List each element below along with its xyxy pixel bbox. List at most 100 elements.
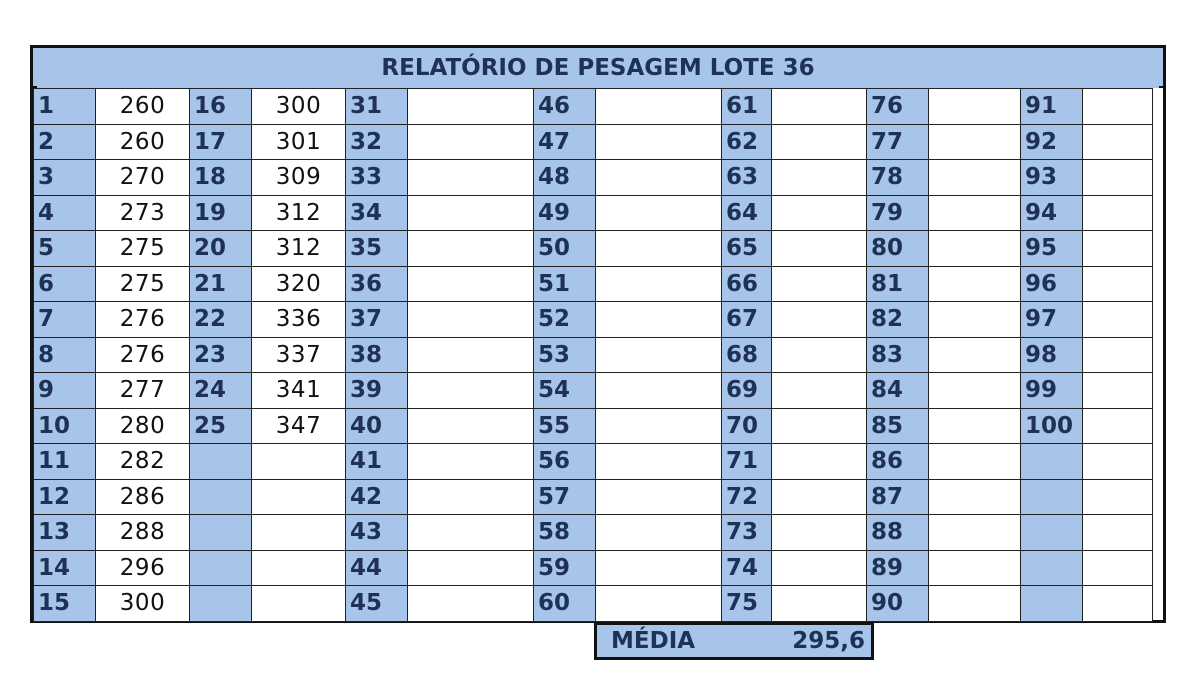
weight-cell bbox=[407, 230, 534, 267]
weight-cell bbox=[928, 478, 1021, 515]
weight-cell bbox=[251, 514, 346, 551]
animal-number-cell: 34 bbox=[345, 194, 408, 231]
table-row: 9 277 24 341 39 54 69 84 99 bbox=[33, 372, 1153, 409]
weight-cell bbox=[595, 301, 722, 338]
animal-number-cell bbox=[1020, 514, 1083, 551]
average-box: MÉDIA 295,6 bbox=[594, 622, 874, 660]
animal-number-cell: 35 bbox=[345, 230, 408, 267]
animal-number-cell: 52 bbox=[533, 301, 596, 338]
weight-cell bbox=[771, 230, 867, 267]
animal-number-cell: 88 bbox=[866, 514, 929, 551]
animal-number-cell: 78 bbox=[866, 159, 929, 196]
weight-cell bbox=[928, 194, 1021, 231]
weighing-table: 1 260 16 300 31 46 61 76 91 2 260 17 301 32 47 62 77 92 3 2… bbox=[33, 88, 1153, 622]
animal-number-cell: 91 bbox=[1020, 88, 1083, 125]
animal-number-cell: 4 bbox=[33, 194, 96, 231]
table-row: 4 273 19 312 34 49 64 79 94 bbox=[33, 194, 1153, 231]
animal-number-cell: 84 bbox=[866, 372, 929, 409]
animal-number-cell bbox=[1020, 443, 1083, 480]
animal-number-cell: 1 bbox=[33, 88, 96, 125]
animal-number-cell: 69 bbox=[721, 372, 772, 409]
animal-number-cell: 72 bbox=[721, 478, 772, 515]
weight-cell: 277 bbox=[95, 372, 190, 409]
weight-cell bbox=[928, 549, 1021, 586]
weight-cell bbox=[595, 88, 722, 125]
animal-number-cell: 17 bbox=[189, 123, 252, 160]
animal-number-cell: 18 bbox=[189, 159, 252, 196]
animal-number-cell: 63 bbox=[721, 159, 772, 196]
animal-number-cell: 44 bbox=[345, 549, 408, 586]
weight-cell: 320 bbox=[251, 265, 346, 302]
animal-number-cell: 31 bbox=[345, 88, 408, 125]
animal-number-cell: 90 bbox=[866, 585, 929, 622]
animal-number-cell: 73 bbox=[721, 514, 772, 551]
animal-number-cell bbox=[189, 549, 252, 586]
animal-number-cell: 70 bbox=[721, 407, 772, 444]
animal-number-cell: 33 bbox=[345, 159, 408, 196]
animal-number-cell: 37 bbox=[345, 301, 408, 338]
weight-cell: 337 bbox=[251, 336, 346, 373]
weight-cell bbox=[595, 265, 722, 302]
weight-cell bbox=[1082, 265, 1153, 302]
animal-number-cell bbox=[189, 478, 252, 515]
weight-cell bbox=[1082, 407, 1153, 444]
animal-number-cell: 49 bbox=[533, 194, 596, 231]
weight-cell bbox=[771, 265, 867, 302]
animal-number-cell: 77 bbox=[866, 123, 929, 160]
weight-cell bbox=[771, 514, 867, 551]
weight-cell bbox=[407, 336, 534, 373]
animal-number-cell: 71 bbox=[721, 443, 772, 480]
weight-cell bbox=[595, 549, 722, 586]
weight-cell: 309 bbox=[251, 159, 346, 196]
weight-cell bbox=[407, 372, 534, 409]
weight-cell: 312 bbox=[251, 194, 346, 231]
weight-cell: 288 bbox=[95, 514, 190, 551]
animal-number-cell: 95 bbox=[1020, 230, 1083, 267]
weight-cell bbox=[595, 407, 722, 444]
animal-number-cell: 64 bbox=[721, 194, 772, 231]
animal-number-cell: 93 bbox=[1020, 159, 1083, 196]
weight-cell: 276 bbox=[95, 301, 190, 338]
weight-cell bbox=[595, 443, 722, 480]
animal-number-cell: 10 bbox=[33, 407, 96, 444]
weight-cell bbox=[771, 478, 867, 515]
weight-cell bbox=[407, 585, 534, 622]
weight-cell: 273 bbox=[95, 194, 190, 231]
animal-number-cell: 99 bbox=[1020, 372, 1083, 409]
animal-number-cell: 12 bbox=[33, 478, 96, 515]
animal-number-cell bbox=[189, 443, 252, 480]
animal-number-cell: 80 bbox=[866, 230, 929, 267]
animal-number-cell: 58 bbox=[533, 514, 596, 551]
weight-cell bbox=[407, 478, 534, 515]
weight-cell: 300 bbox=[95, 585, 190, 622]
weight-cell bbox=[771, 372, 867, 409]
animal-number-cell: 83 bbox=[866, 336, 929, 373]
report-title: RELATÓRIO DE PESAGEM LOTE 36 bbox=[33, 48, 1163, 88]
weight-cell bbox=[251, 585, 346, 622]
weight-cell bbox=[1082, 194, 1153, 231]
weight-cell bbox=[595, 230, 722, 267]
animal-number-cell: 51 bbox=[533, 265, 596, 302]
table-row: 3 270 18 309 33 48 63 78 93 bbox=[33, 159, 1153, 196]
animal-number-cell: 100 bbox=[1020, 407, 1083, 444]
weight-cell bbox=[1082, 514, 1153, 551]
table-row: 8 276 23 337 38 53 68 83 98 bbox=[33, 336, 1153, 373]
weight-cell: 260 bbox=[95, 123, 190, 160]
animal-number-cell bbox=[189, 585, 252, 622]
animal-number-cell: 60 bbox=[533, 585, 596, 622]
table-row: 15 300 45 60 75 90 bbox=[33, 585, 1153, 622]
animal-number-cell: 13 bbox=[33, 514, 96, 551]
weight-cell bbox=[1082, 585, 1153, 622]
animal-number-cell: 5 bbox=[33, 230, 96, 267]
weight-cell: 280 bbox=[95, 407, 190, 444]
animal-number-cell: 75 bbox=[721, 585, 772, 622]
weight-cell bbox=[928, 407, 1021, 444]
animal-number-cell: 14 bbox=[33, 549, 96, 586]
animal-number-cell: 46 bbox=[533, 88, 596, 125]
weight-cell: 296 bbox=[95, 549, 190, 586]
weight-cell bbox=[928, 265, 1021, 302]
weight-cell bbox=[1082, 230, 1153, 267]
weight-cell bbox=[771, 336, 867, 373]
animal-number-cell: 76 bbox=[866, 88, 929, 125]
weight-cell bbox=[771, 123, 867, 160]
